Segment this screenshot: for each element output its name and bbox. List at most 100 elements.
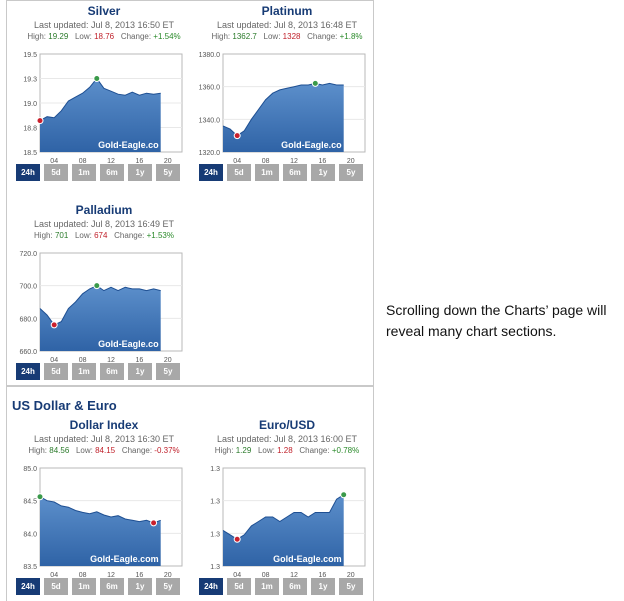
range-button-1y[interactable]: 1y — [311, 578, 335, 595]
range-button-24h[interactable]: 24h — [16, 578, 40, 595]
range-button-1y[interactable]: 1y — [128, 578, 152, 595]
high-marker — [93, 75, 101, 82]
change-value: -0.37% — [154, 446, 180, 455]
y-tick-label: 85.0 — [23, 466, 37, 473]
range-button-5d[interactable]: 5d — [44, 363, 68, 380]
y-tick-label: 84.0 — [23, 531, 37, 538]
x-tick-label: 20 — [164, 572, 172, 579]
change-value: +1.53% — [146, 231, 174, 240]
range-button-5y[interactable]: 5y — [339, 578, 363, 595]
dollar-index-price-chart: 85.0 84.5 84.0 83.5 04 08 12 16 20 Gold-Eagle.com — [23, 466, 183, 579]
palladium-price-chart: 720.0 700.0 680.0 660.0 04 08 12 16 20 Gold-Eagle… — [19, 251, 183, 364]
y-tick-label: 680.0 — [19, 316, 37, 323]
x-tick-label: 12 — [107, 357, 115, 364]
price-area-series — [40, 78, 161, 152]
x-tick-label: 04 — [50, 572, 58, 579]
palladium-last-updated: Last updated: Jul 8, 2013 16:49 ET — [33, 219, 175, 229]
watermark-logo: Gold-Eagle.co — [98, 339, 159, 349]
x-tick-label: 04 — [233, 158, 241, 165]
range-button-1m[interactable]: 1m — [72, 578, 96, 595]
change-value: +1.8% — [339, 32, 363, 41]
palladium-stats: High: 701 Low: 674 Change: +1.53% — [14, 231, 194, 241]
range-button-5d[interactable]: 5d — [44, 164, 68, 181]
range-button-6m[interactable]: 6m — [100, 164, 124, 181]
range-button-5d[interactable]: 5d — [227, 578, 251, 595]
range-button-5d[interactable]: 5d — [44, 578, 68, 595]
high-marker — [93, 282, 101, 290]
euro-usd-chart-widget: Euro/USD Last updated: Jul 8, 2013 16:00 … — [197, 418, 377, 595]
high-value: 1.29 — [235, 446, 252, 455]
y-tick-label: 720.0 — [19, 251, 37, 258]
platinum-chart-widget: Platinum Last updated: Jul 8, 2013 16:48 … — [197, 4, 377, 181]
euro-usd-price-chart: 1.3 1.3 1.3 1.3 04 08 12 16 20 Gold-Eagle.com — [210, 466, 366, 579]
high-value: 701 — [54, 231, 69, 240]
low-marker — [50, 321, 58, 329]
high-value: 84.56 — [49, 446, 70, 455]
range-button-6m[interactable]: 6m — [100, 578, 124, 595]
range-button-1m[interactable]: 1m — [72, 363, 96, 380]
watermark-logo: Gold-Eagle.com — [273, 554, 342, 564]
low-label: Low: — [74, 231, 92, 240]
range-button-6m[interactable]: 6m — [100, 363, 124, 380]
range-button-5y[interactable]: 5y — [156, 164, 180, 181]
watermark-logo: Gold-Eagle.com — [90, 554, 159, 564]
low-value: 674 — [94, 231, 108, 240]
low-marker — [233, 535, 241, 543]
range-button-6m[interactable]: 6m — [283, 578, 307, 595]
x-tick-label: 16 — [136, 357, 144, 364]
high-value: 1362.7 — [232, 32, 257, 41]
price-area-series — [223, 83, 344, 152]
range-button-24h[interactable]: 24h — [16, 363, 40, 380]
price-line — [39, 285, 161, 326]
high-label: High: — [27, 32, 47, 41]
y-tick-label: 1380.0 — [199, 52, 221, 59]
y-tick-label: 660.0 — [19, 349, 37, 356]
range-button-24h[interactable]: 24h — [199, 578, 223, 595]
high-label: High: — [214, 446, 234, 455]
x-tick-label: 08 — [79, 572, 87, 579]
x-tick-label: 12 — [290, 572, 298, 579]
x-tick-label: 08 — [262, 158, 270, 165]
y-tick-label: 1.3 — [210, 466, 220, 473]
y-tick-label: 1320.0 — [199, 150, 221, 157]
price-line — [39, 496, 161, 524]
silver-title: Silver — [87, 4, 121, 18]
range-button-1y[interactable]: 1y — [311, 164, 335, 181]
y-tick-label: 1340.0 — [199, 117, 221, 124]
watermark-logo: Gold-Eagle.co — [98, 140, 159, 150]
y-tick-label: 18.5 — [23, 150, 37, 157]
platinum-price-chart: 1380.0 1360.0 1340.0 1320.0 04 08 12 16 20 Gold-E… — [199, 52, 366, 165]
range-button-1m[interactable]: 1m — [72, 164, 96, 181]
high-label: High: — [34, 231, 53, 240]
high-marker — [340, 491, 348, 499]
x-tick-label: 12 — [107, 158, 115, 165]
price-area-series — [40, 496, 161, 566]
high-label: High: — [28, 446, 48, 455]
section-title-usd-euro: US Dollar & Euro — [12, 398, 117, 413]
x-tick-label: 08 — [79, 357, 87, 364]
range-button-5d[interactable]: 5d — [227, 164, 251, 181]
range-button-1y[interactable]: 1y — [128, 363, 152, 380]
palladium-title: Palladium — [75, 203, 133, 217]
range-button-6m[interactable]: 6m — [283, 164, 307, 181]
range-button-24h[interactable]: 24h — [199, 164, 223, 181]
high-marker — [36, 493, 44, 501]
high-marker — [311, 79, 319, 87]
range-button-5y[interactable]: 5y — [339, 164, 363, 181]
range-button-1y[interactable]: 1y — [128, 164, 152, 181]
price-area-series — [40, 285, 161, 351]
y-tick-label: 19.0 — [23, 101, 37, 108]
range-button-1m[interactable]: 1m — [255, 578, 279, 595]
low-marker — [150, 519, 158, 527]
x-tick-label: 08 — [79, 158, 87, 165]
y-tick-label: 1.3 — [210, 499, 220, 506]
x-tick-label: 16 — [319, 572, 327, 579]
range-button-1m[interactable]: 1m — [255, 164, 279, 181]
x-tick-label: 20 — [164, 357, 172, 364]
range-button-24h[interactable]: 24h — [16, 164, 40, 181]
silver-last-updated: Last updated: Jul 8, 2013 16:50 ET — [33, 20, 175, 30]
range-button-5y[interactable]: 5y — [156, 363, 180, 380]
low-label: Low: — [75, 446, 93, 455]
high-label: High: — [211, 32, 231, 41]
range-button-5y[interactable]: 5y — [156, 578, 180, 595]
